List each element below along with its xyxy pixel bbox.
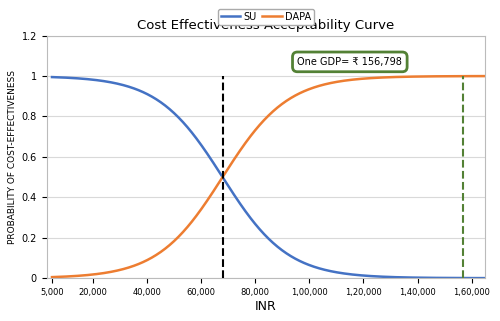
Y-axis label: PROBABILITY OF COST-EFFECTIVENESS: PROBABILITY OF COST-EFFECTIVENESS xyxy=(8,70,18,244)
X-axis label: INR: INR xyxy=(255,300,277,313)
SU xyxy=(49,75,55,79)
Line: DAPA: DAPA xyxy=(52,76,500,277)
Line: SU: SU xyxy=(52,77,500,278)
Legend: SU, DAPA: SU, DAPA xyxy=(218,9,314,25)
DAPA xyxy=(49,275,55,279)
Title: Cost Effectiveness Acceptability Curve: Cost Effectiveness Acceptability Curve xyxy=(138,19,394,32)
Text: One GDP= ₹ 156,798: One GDP= ₹ 156,798 xyxy=(298,57,403,67)
